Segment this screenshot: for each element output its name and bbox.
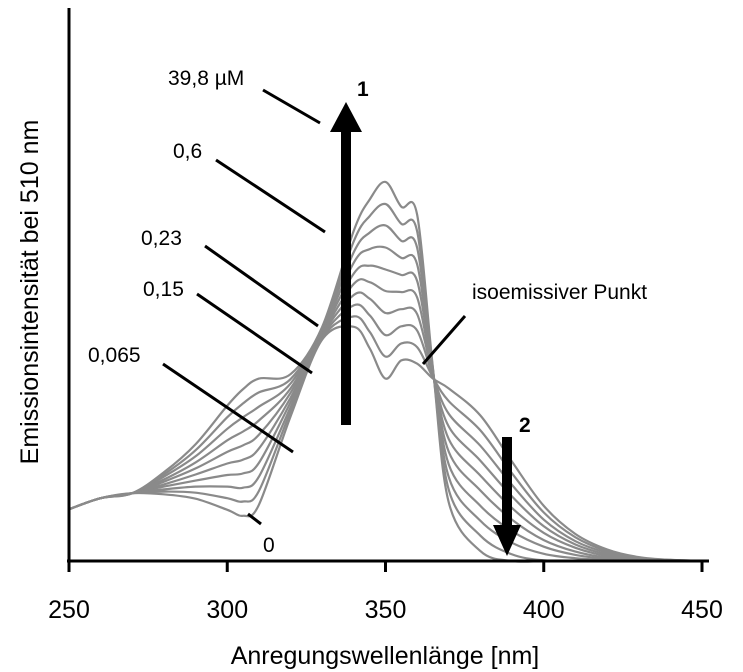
x-ticks: 250 300 350 400 450 (48, 561, 723, 624)
x-axis-title: Anregungswellenlänge [nm] (231, 642, 540, 670)
label-39-8-uM: 39,8 µM (168, 67, 244, 90)
y-axis-title: Emissionsintensität bei 510 nm (16, 120, 44, 465)
spectrum-line-2 (68, 303, 703, 563)
x-tick-label-350: 350 (365, 596, 407, 624)
label-0-15: 0,15 (143, 278, 184, 301)
x-tick-label-300: 300 (206, 596, 248, 624)
marker-1: 1 (357, 78, 369, 101)
spectrum-line-1 (68, 315, 703, 563)
isoemissive-point-label: isoemissiver Punkt (472, 281, 647, 304)
label-0-065: 0,065 (88, 344, 141, 367)
spectrum-line-0 (68, 324, 703, 563)
label-line-0-6 (215, 158, 326, 234)
x-tick-label-250: 250 (48, 596, 90, 624)
arrow-down-icon (493, 525, 521, 556)
label-0-6: 0,6 (173, 140, 202, 163)
label-line-0-065 (162, 362, 294, 454)
x-tick-label-400: 400 (523, 596, 565, 624)
spectrum-line-3 (68, 291, 703, 563)
label-line-0-23 (204, 244, 319, 328)
spectrum-line-6 (68, 245, 703, 563)
spectrum-line-5 (68, 264, 703, 563)
label-line-0 (247, 512, 262, 526)
spectrum-line-8 (68, 202, 702, 563)
x-tick-label-450: 450 (681, 596, 723, 624)
arrow-up-icon (330, 102, 362, 132)
label-0-23: 0,23 (141, 227, 182, 250)
label-line-isoemissive (421, 315, 467, 365)
label-line-39-8 (262, 88, 321, 125)
label-0: 0 (263, 534, 275, 557)
spectrum-line-7 (68, 224, 702, 563)
marker-2: 2 (519, 414, 531, 437)
spectrum-line-4 (68, 278, 703, 563)
label-line-0-15 (196, 292, 313, 375)
